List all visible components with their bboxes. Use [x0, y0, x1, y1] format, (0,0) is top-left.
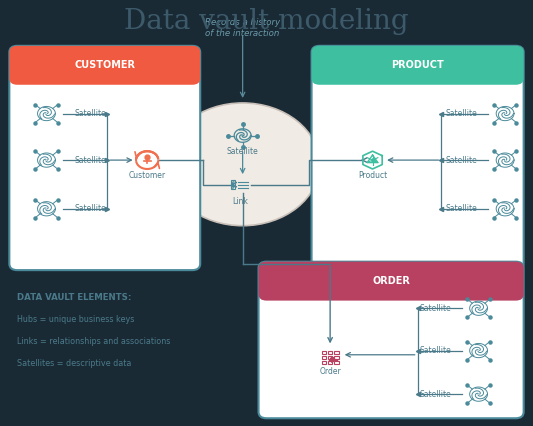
Bar [334, 351, 338, 354]
FancyBboxPatch shape [259, 262, 523, 301]
Bar [230, 180, 235, 183]
Bar [328, 361, 333, 364]
Text: Data vault modeling: Data vault modeling [124, 8, 409, 35]
Text: PRODUCT: PRODUCT [391, 60, 444, 70]
Text: Satellite: Satellite [446, 204, 478, 213]
Text: Link: Link [232, 197, 248, 206]
Bar [269, 282, 513, 294]
Text: Satellite: Satellite [74, 155, 106, 164]
FancyBboxPatch shape [10, 46, 200, 270]
FancyBboxPatch shape [312, 46, 523, 85]
Text: ORDER: ORDER [372, 276, 410, 286]
Text: Satellite: Satellite [74, 204, 106, 213]
Text: DATA VAULT ELEMENTS:: DATA VAULT ELEMENTS: [17, 294, 132, 302]
Bar [321, 361, 326, 364]
Text: Satellite: Satellite [419, 346, 451, 355]
Bar [20, 66, 190, 78]
Text: Links = relationships and associations: Links = relationships and associations [17, 337, 171, 346]
Text: Satellite: Satellite [446, 155, 478, 164]
FancyBboxPatch shape [10, 46, 200, 85]
Text: Hubs = unique business keys: Hubs = unique business keys [17, 315, 135, 325]
Text: Satellite: Satellite [227, 147, 259, 156]
Text: Satellite: Satellite [419, 304, 451, 313]
Text: Satellite: Satellite [74, 109, 106, 118]
Text: Product: Product [358, 171, 387, 180]
Bar [334, 356, 338, 360]
Bar [230, 186, 235, 189]
FancyBboxPatch shape [312, 46, 523, 270]
Text: Satellite: Satellite [419, 390, 451, 399]
Bar [230, 183, 235, 186]
Bar [321, 351, 326, 354]
Text: Records a history
of the interaction: Records a history of the interaction [205, 18, 280, 38]
Text: Order: Order [319, 368, 341, 377]
Text: Satellites = descriptive data: Satellites = descriptive data [17, 360, 132, 368]
Text: Customer: Customer [128, 171, 166, 180]
Bar [321, 356, 326, 360]
Text: CUSTOMER: CUSTOMER [74, 60, 135, 70]
Bar [328, 351, 333, 354]
Bar [334, 361, 338, 364]
Bar [328, 356, 333, 360]
Text: Satellite: Satellite [446, 109, 478, 118]
Circle shape [166, 103, 319, 226]
Bar [322, 66, 513, 78]
FancyBboxPatch shape [259, 262, 523, 418]
